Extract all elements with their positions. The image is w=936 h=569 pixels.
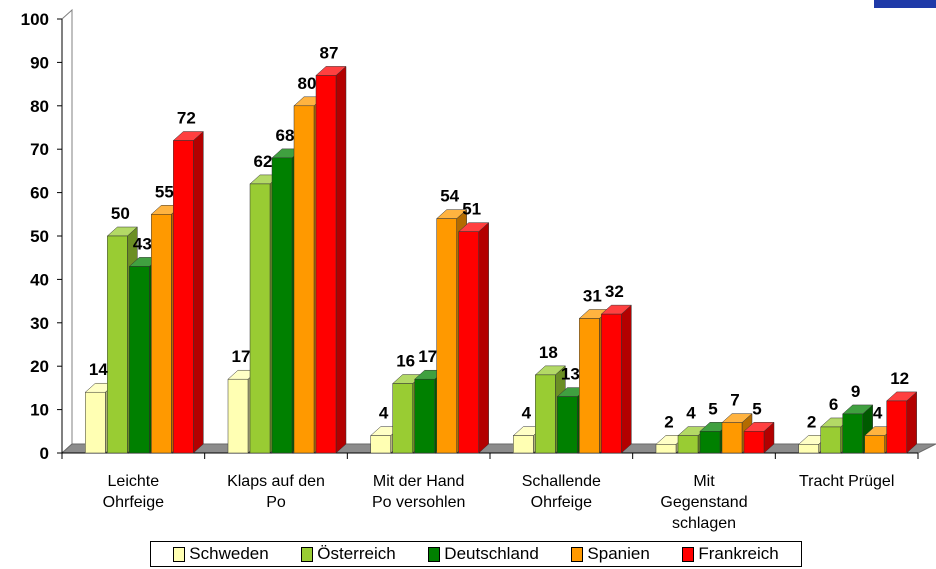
data-label: 14 [89, 360, 108, 379]
data-label: 5 [752, 399, 761, 418]
x-tick-label: Mit Gegenstand schlagen [660, 473, 747, 532]
y-tick-label: 60 [30, 184, 49, 203]
legend-label-frankreich: Frankreich [698, 544, 779, 563]
legend-label-oesterreich: Österreich [317, 544, 396, 563]
legend-swatch-deutschland [428, 546, 441, 562]
legend-swatch-spanien [571, 546, 584, 562]
data-label: 16 [396, 352, 415, 371]
data-label: 9 [851, 382, 860, 401]
data-label: 6 [829, 395, 838, 414]
data-label: 18 [539, 343, 558, 362]
bar-frankreich [458, 222, 490, 454]
bar-frankreich [600, 304, 632, 454]
data-label: 17 [232, 347, 251, 366]
y-tick-label: 100 [21, 10, 49, 29]
data-label: 87 [320, 43, 339, 62]
x-tick-label: Schallende Ohrfeige [522, 473, 601, 511]
legend-label-deutschland: Deutschland [444, 544, 539, 563]
legend-label-schweden: Schweden [189, 544, 269, 563]
y-axis: 0 10 20 30 40 50 60 70 80 90 100 [21, 10, 63, 463]
data-label: 2 [664, 412, 673, 431]
y-tick-label: 80 [30, 97, 49, 116]
data-label: 12 [890, 369, 909, 388]
data-label: 2 [807, 412, 816, 431]
x-tick-label: Klaps auf den Po [227, 473, 325, 511]
data-label: 32 [605, 282, 624, 301]
y-tick-label: 50 [30, 227, 49, 246]
data-label: 4 [522, 404, 532, 423]
data-label: 50 [111, 204, 130, 223]
legend-item-oesterreich: Österreich [301, 544, 396, 564]
legend-swatch-frankreich [682, 546, 695, 562]
x-axis: Leichte Ohrfeige Klaps auf den Po Mit der Ha… [61, 452, 919, 532]
legend-swatch-oesterreich [301, 546, 314, 562]
legend-label-spanien: Spanien [587, 544, 650, 563]
data-label: 4 [379, 404, 389, 423]
data-label: 68 [276, 126, 295, 145]
y-tick-label: 90 [30, 53, 49, 72]
data-label: 4 [873, 404, 883, 423]
bar-frankreich [315, 65, 347, 454]
data-label: 4 [686, 404, 696, 423]
data-label: 5 [708, 399, 717, 418]
data-label: 7 [730, 391, 739, 410]
data-label: 13 [561, 365, 580, 384]
x-tick-label: Leichte Ohrfeige [103, 473, 164, 511]
y-tick-label: 30 [30, 314, 49, 333]
bar-frankreich [172, 130, 204, 454]
side-wall [61, 8, 73, 455]
data-label: 51 [462, 200, 481, 219]
x-tick-label: Tracht Prügel [799, 473, 894, 490]
y-tick-label: 0 [40, 444, 49, 463]
bars [84, 65, 918, 454]
y-tick-label: 70 [30, 140, 49, 159]
data-label: 43 [133, 234, 152, 253]
data-label: 72 [177, 109, 196, 128]
bar-frankreich [743, 421, 775, 454]
y-tick-label: 20 [30, 357, 49, 376]
legend-item-schweden: Schweden [173, 544, 269, 564]
data-label: 17 [418, 347, 437, 366]
legend-swatch-schweden [173, 546, 186, 562]
corner-badge [874, 0, 936, 8]
legend: Schweden Österreich Deutschland Spanien … [150, 541, 802, 567]
y-tick-label: 10 [30, 401, 49, 420]
data-label: 62 [254, 152, 273, 171]
data-label: 54 [440, 187, 459, 206]
x-tick-label: Mit der Hand Po versohlen [372, 473, 465, 511]
legend-item-deutschland: Deutschland [428, 544, 539, 564]
legend-item-frankreich: Frankreich [682, 544, 779, 564]
bar-frankreich [886, 391, 918, 454]
data-label: 55 [155, 182, 174, 201]
data-label: 31 [583, 286, 602, 305]
y-tick-label: 40 [30, 270, 49, 289]
legend-item-spanien: Spanien [571, 544, 650, 564]
data-label: 80 [298, 74, 317, 93]
